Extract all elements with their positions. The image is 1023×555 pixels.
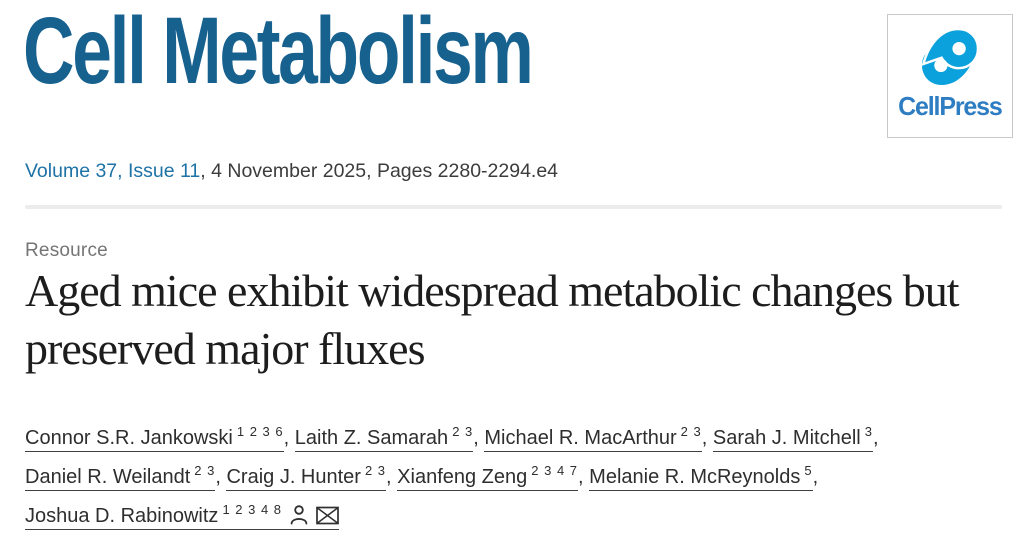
volume-issue-link[interactable]: Volume 37, Issue 11 [25,160,201,182]
section-divider [25,205,1002,209]
author-link[interactable]: Craig J. Hunter 2 3 [226,463,387,491]
person-icon[interactable] [290,504,308,525]
cellpress-logo-icon [913,22,987,92]
author-affiliations: 1 2 3 4 8 [222,502,283,518]
envelope-icon[interactable] [316,506,339,525]
author-name: Daniel R. Weilandt [25,466,191,488]
author-name: Xianfeng Zeng [397,466,528,488]
author-separator: , [215,466,221,488]
author-link[interactable]: Xianfeng Zeng 2 3 4 7 [397,463,579,491]
cellpress-logo[interactable]: CellPress [887,14,1013,138]
author-name: Craig J. Hunter [226,466,361,488]
journal-title: Cell Metabolism [23,0,534,104]
author-separator: , [872,427,879,449]
author-separator: , [812,466,819,488]
author-affiliations: 2 3 [452,424,474,440]
author-name: Joshua D. Rabinowitz [25,505,219,527]
author-link[interactable]: Joshua D. Rabinowitz 1 2 3 4 8 [25,502,340,530]
author-name: Sarah J. Mitchell [712,427,861,449]
author-link[interactable]: Daniel R. Weilandt 2 3 [25,463,216,491]
author-name: Laith Z. Samarah [294,427,449,449]
author-link[interactable]: Michael R. MacArthur 2 3 [484,424,702,452]
author-list: Connor S.R. Jankowski 1 2 3 6, Laith Z. S… [25,419,990,536]
citation-details: , 4 November 2025, Pages 2280-2294.e4 [200,160,559,182]
author-link[interactable]: Melanie R. McReynolds 5 [589,463,813,491]
author-separator: , [473,427,479,449]
author-affiliations: 2 3 4 7 [531,463,579,479]
author-separator: , [283,427,290,449]
author-name: Connor S.R. Jankowski [25,427,233,449]
citation-line: Volume 37, Issue 11, 4 November 2025, Pa… [25,160,558,183]
author-name: Melanie R. McReynolds [589,466,801,488]
author-link[interactable]: Sarah J. Mitchell 3 [712,424,873,452]
author-affiliations: 1 2 3 6 [236,424,284,440]
article-type-label: Resource [25,240,108,261]
author-name: Michael R. MacArthur [484,427,677,449]
article-title: Aged mice exhibit widespread metabolic c… [25,265,960,374]
author-affiliations: 2 3 [194,463,216,479]
author-affiliations: 2 3 [364,463,387,479]
author-separator: , [386,466,392,488]
author-link[interactable]: Laith Z. Samarah 2 3 [294,424,474,452]
author-separator: , [578,466,584,488]
cellpress-logo-text: CellPress [898,91,1003,121]
author-separator: , [701,427,708,449]
author-link[interactable]: Connor S.R. Jankowski 1 2 3 6 [25,424,284,452]
author-affiliations: 3 [864,424,873,440]
author-affiliations: 2 3 [680,424,702,440]
author-affiliations: 5 [804,463,813,479]
